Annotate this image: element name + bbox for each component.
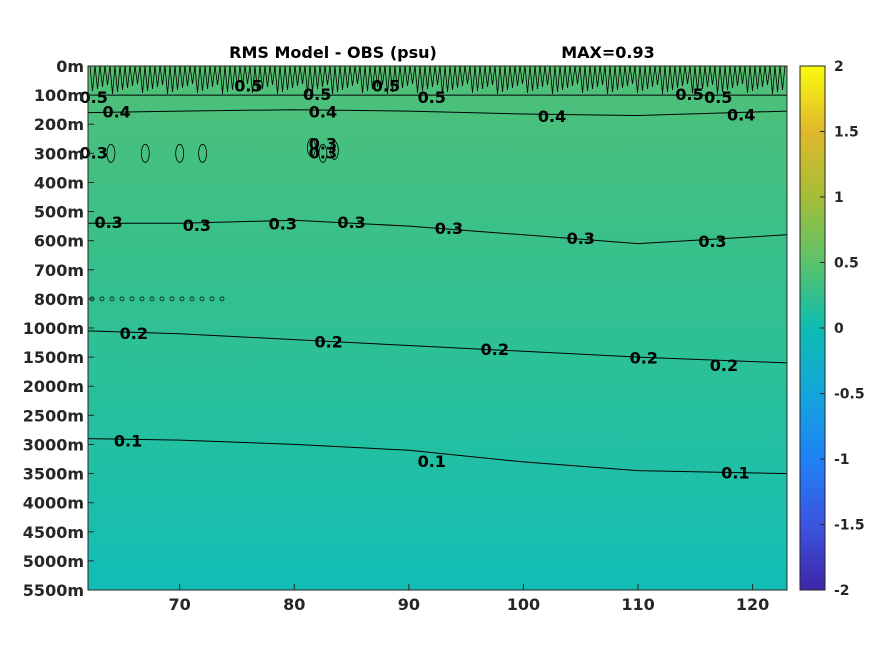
contour-label: 0.5 bbox=[418, 88, 446, 107]
contour-label: 0.3 bbox=[698, 232, 726, 251]
y-tick-label: 500m bbox=[34, 203, 84, 222]
y-tick-label: 200m bbox=[34, 115, 84, 134]
colorbar-tick-label: -1 bbox=[834, 452, 850, 468]
x-tick-label: 70 bbox=[169, 595, 191, 614]
contour-label: 0.5 bbox=[372, 76, 400, 95]
deep-eddy-contour bbox=[219, 296, 225, 302]
deep-eddy-contour bbox=[159, 296, 165, 302]
contour-label: 0.3 bbox=[337, 213, 365, 232]
contour-label: 0.5 bbox=[234, 76, 262, 95]
y-tick-label: 800m bbox=[34, 290, 84, 309]
contour-label: 0.4 bbox=[727, 105, 755, 124]
contour-label: 0.2 bbox=[481, 340, 509, 359]
colorbar-tick-label: 1 bbox=[834, 190, 844, 206]
deep-eddy-contour bbox=[169, 296, 175, 302]
contour-label: 0.2 bbox=[314, 333, 342, 352]
contour-label: 0.4 bbox=[538, 107, 566, 126]
contour-label: 0.3 bbox=[567, 229, 595, 248]
x-tick-label: 90 bbox=[398, 595, 420, 614]
eddy-contour bbox=[307, 138, 316, 157]
y-tick-label: 5000m bbox=[23, 552, 84, 571]
contour-line bbox=[87, 109, 788, 117]
eddy-contour bbox=[140, 143, 150, 163]
deep-eddy-contour bbox=[189, 296, 195, 302]
colorbar-tick-label: 0.5 bbox=[834, 256, 859, 272]
y-tick-label: 1500m bbox=[23, 348, 84, 367]
colorbar-ticks: 2 1.5 1 0.5 0 -0.5 -1 -1.5 -2 bbox=[820, 59, 865, 599]
contour-label: 0.3 bbox=[269, 215, 297, 234]
y-tick-label: 2500m bbox=[23, 406, 84, 425]
x-axis: 70 80 90 100 110 120 bbox=[169, 584, 769, 614]
max-label: MAX=0.93 bbox=[561, 43, 655, 62]
y-tick-label: 400m bbox=[34, 173, 84, 192]
contour-label: 0.4 bbox=[309, 103, 337, 122]
deep-eddy-contour bbox=[99, 296, 105, 302]
contour-label: 0.2 bbox=[120, 324, 148, 343]
contour-label: 0.5 bbox=[80, 88, 108, 107]
deep-eddy-contour bbox=[149, 296, 155, 302]
deep-eddy-contour bbox=[129, 296, 135, 302]
y-tick-label: 5500m bbox=[23, 581, 84, 600]
y-tick-label: 300m bbox=[34, 144, 84, 163]
colorbar-tick-label: 0 bbox=[834, 321, 844, 337]
x-tick-label: 110 bbox=[621, 595, 654, 614]
deep-eddy-contour bbox=[199, 296, 205, 302]
contour-label: 0.4 bbox=[102, 103, 130, 122]
deep-eddy-contour bbox=[119, 296, 125, 302]
contour-label: 0.1 bbox=[721, 464, 749, 483]
contour-line bbox=[87, 330, 788, 364]
eddy-contour bbox=[175, 143, 185, 163]
eddy-contour bbox=[318, 143, 328, 163]
colorbar-tick-label: -2 bbox=[834, 583, 850, 599]
chart-title: RMS Model - OBS (psu) bbox=[229, 43, 437, 62]
contour-label: 0.5 bbox=[675, 85, 703, 104]
y-tick-label: 4500m bbox=[23, 523, 84, 542]
deep-eddy-contour bbox=[179, 296, 185, 302]
y-axis: 0m 100m 200m 300m 400m 500m 600m 700m 800m 1000m 1… bbox=[23, 57, 94, 600]
y-tick-label: 3000m bbox=[23, 435, 84, 454]
x-tick-label: 100 bbox=[507, 595, 540, 614]
contour-line bbox=[88, 219, 788, 245]
eddy-contour bbox=[198, 143, 207, 163]
contour-label: 0.2 bbox=[630, 349, 658, 368]
colorbar-tick-label: 1.5 bbox=[834, 125, 859, 141]
contour-line bbox=[87, 438, 788, 475]
colorbar-tick-label: -0.5 bbox=[834, 387, 865, 403]
contour-label: 0.3 bbox=[309, 143, 337, 162]
y-tick-label: 700m bbox=[34, 261, 84, 280]
y-tick-label: 1000m bbox=[23, 319, 84, 338]
surface-contour-spikes bbox=[89, 65, 786, 95]
colorbar-tick-label: 2 bbox=[834, 59, 844, 75]
colorbar-tick-label: -1.5 bbox=[834, 518, 865, 534]
y-tick-label: 4000m bbox=[23, 494, 84, 513]
contour-label: 0.5 bbox=[704, 88, 732, 107]
plot-field bbox=[88, 66, 787, 590]
deep-eddy-contour bbox=[139, 296, 145, 302]
contour-label: 0.3 bbox=[309, 135, 337, 154]
y-tick-label: 0m bbox=[56, 57, 84, 76]
deep-eddy-contour bbox=[109, 296, 115, 302]
contour-label: 0.2 bbox=[710, 356, 738, 375]
eddy-contour bbox=[329, 141, 339, 160]
eddy-contour bbox=[106, 143, 116, 163]
y-tick-label: 2000m bbox=[23, 377, 84, 396]
contour-label: 0.3 bbox=[435, 219, 463, 238]
y-tick-label: 100m bbox=[34, 86, 84, 105]
contour-label: 0.1 bbox=[114, 432, 142, 451]
contour-lines: 0.50.5 0.5 0.50.5 0.5 0.50.4 0.4 0.4 0.40.3 0.3 0… bbox=[80, 76, 788, 483]
contour-label: 0.5 bbox=[303, 85, 331, 104]
x-tick-label: 120 bbox=[736, 595, 769, 614]
y-tick-label: 600m bbox=[34, 232, 84, 251]
contour-label: 0.1 bbox=[418, 452, 446, 471]
y-tick-label: 3500m bbox=[23, 465, 84, 484]
contour-label: 0.3 bbox=[183, 216, 211, 235]
deep-eddy-contour bbox=[209, 296, 215, 302]
contour-label: 0.3 bbox=[94, 213, 122, 232]
x-tick-label: 80 bbox=[283, 595, 305, 614]
